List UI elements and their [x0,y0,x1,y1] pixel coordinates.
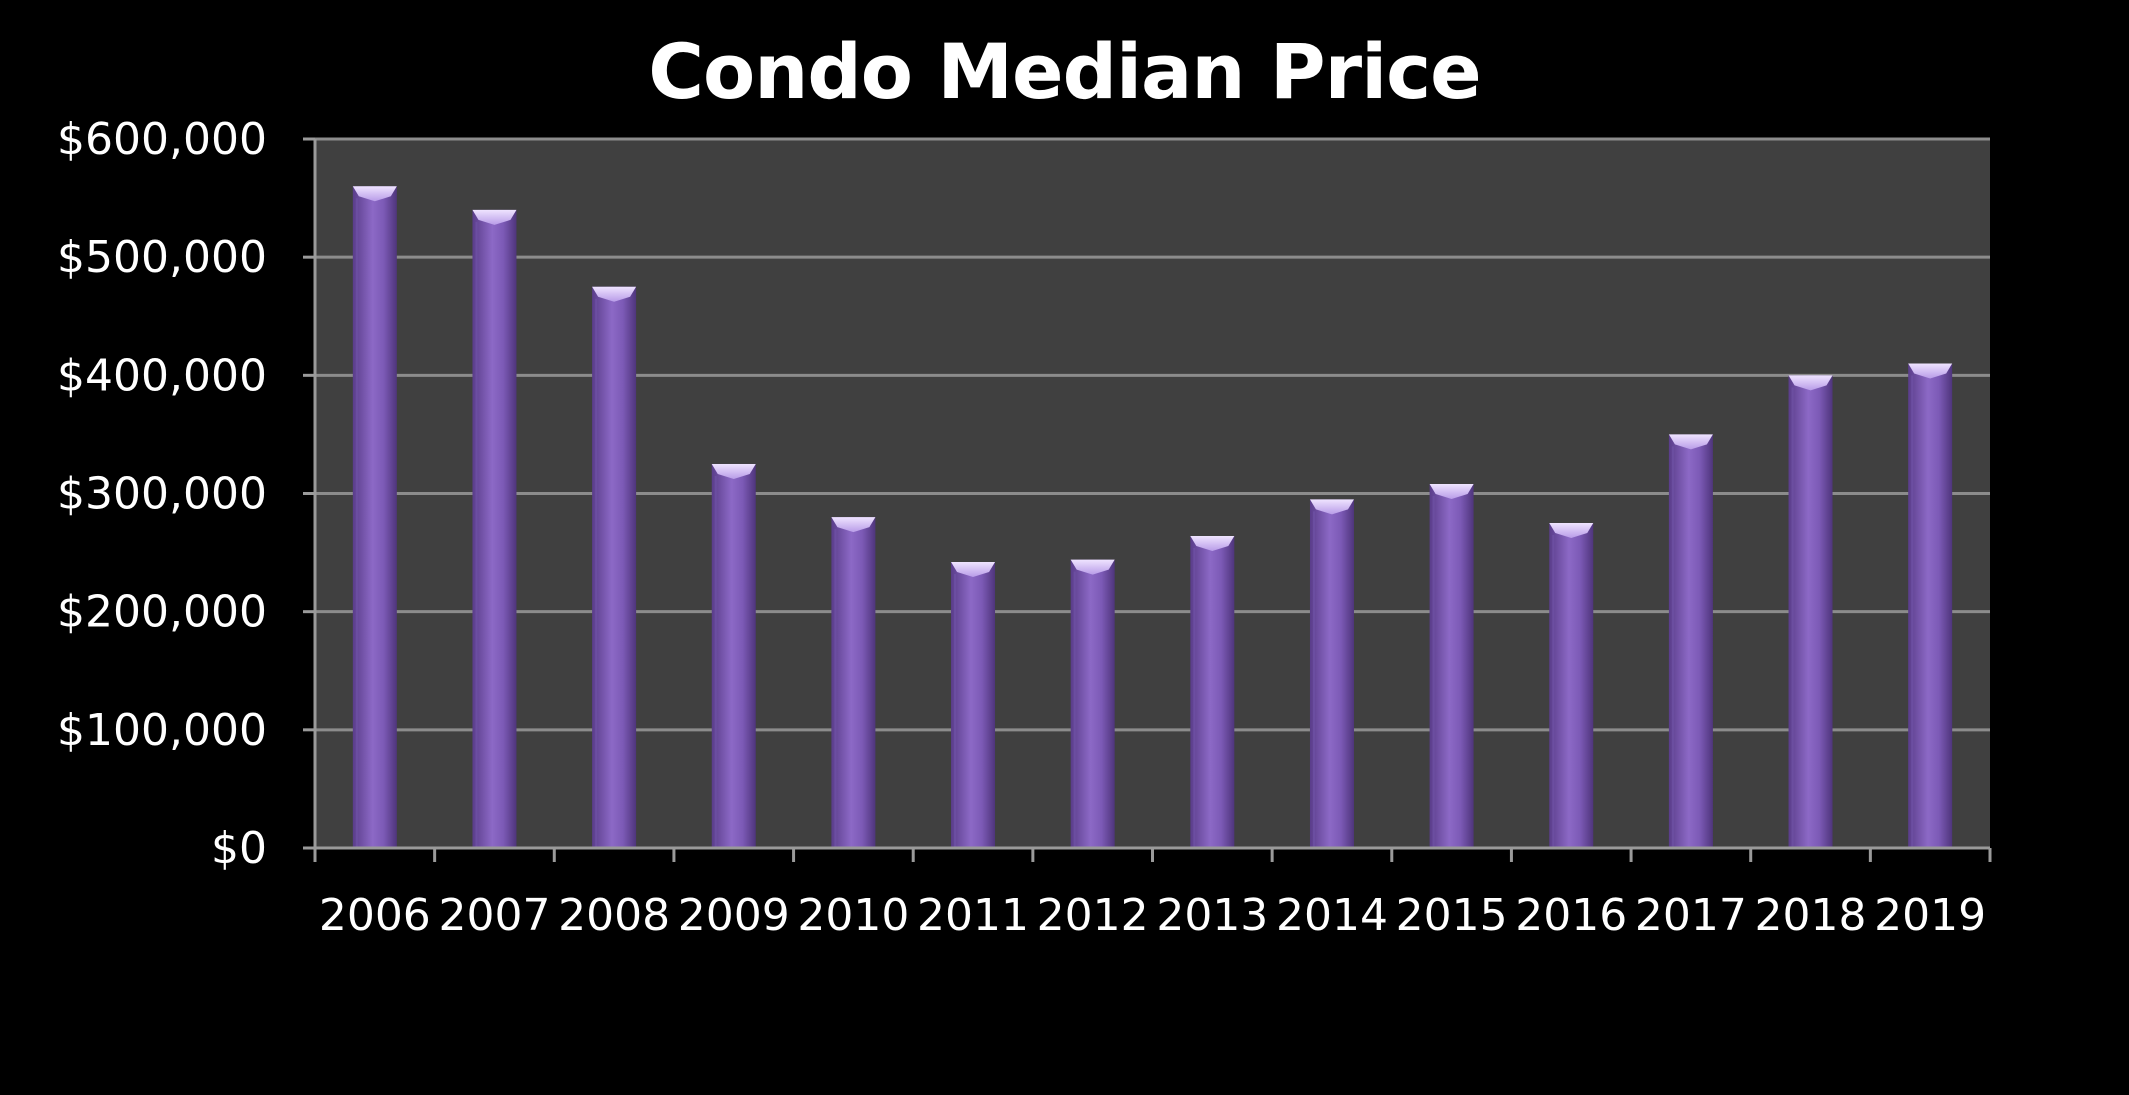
x-tick-label: 2014 [1276,890,1388,941]
axes [303,137,1992,862]
x-tick-label: 2008 [558,890,670,941]
bars [352,186,1953,848]
bar [472,209,517,848]
x-tick-label: 2012 [1037,890,1149,941]
y-tick-label: $300,000 [57,469,267,520]
x-tick-label: 2013 [1156,890,1268,941]
bar [1549,523,1594,848]
bar [831,517,876,848]
y-tick-label: $0 [211,823,267,874]
x-tick-label: 2017 [1635,890,1747,941]
bar [711,463,756,848]
y-tick-label: $500,000 [57,232,267,283]
x-tick-label: 2009 [678,890,790,941]
bar [951,562,996,848]
x-tick-label: 2011 [917,890,1029,941]
x-tick-label: 2019 [1874,890,1986,941]
y-tick-label: $600,000 [57,114,267,165]
x-tick-label: 2018 [1755,890,1867,941]
bar [1070,559,1115,848]
y-tick-label: $200,000 [57,587,267,638]
bar [1908,363,1953,848]
bar [352,186,397,848]
bar [1190,536,1235,848]
y-tick-label: $100,000 [57,705,267,756]
x-tick-label: 2015 [1396,890,1508,941]
bar [1788,375,1833,848]
bar [1309,499,1354,848]
chart-title: Condo Median Price [648,27,1481,116]
x-tick-label: 2010 [797,890,909,941]
bar [1668,434,1713,848]
y-tick-label: $400,000 [57,350,267,401]
x-tick-label: 2007 [438,890,550,941]
bar [592,286,637,848]
x-tick-labels: 2006 2007 2008 2009 2010 2011 2012 2013 2014 2015… [319,890,1986,941]
x-tick-label: 2016 [1515,890,1627,941]
bar [1429,484,1474,848]
y-tick-labels: $0 $100,000 $200,000 $300,000 $400,000 $500,0… [57,114,267,874]
x-tick-label: 2006 [319,890,431,941]
